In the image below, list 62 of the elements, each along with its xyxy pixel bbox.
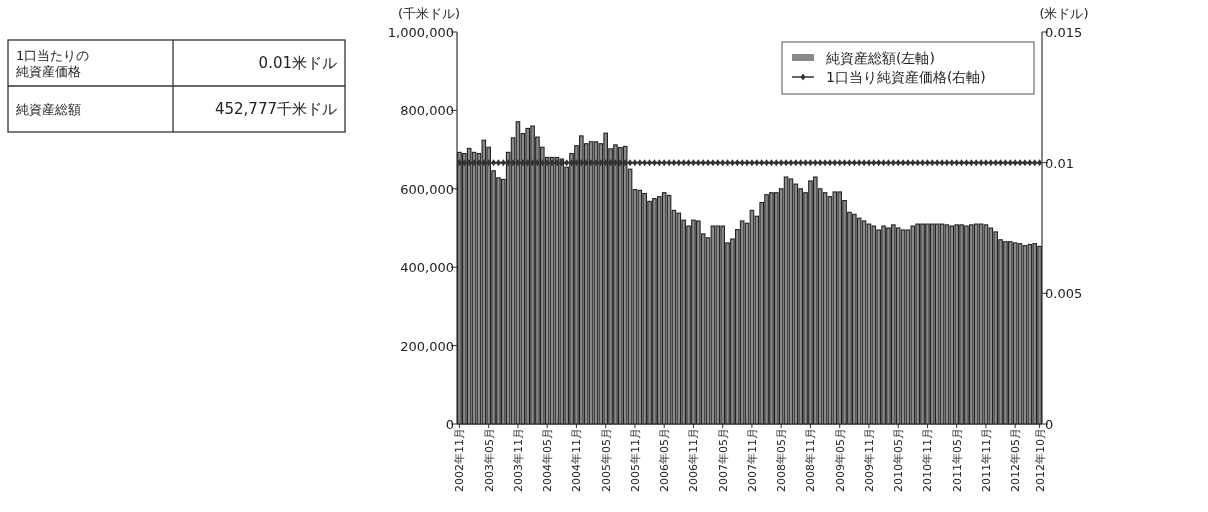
x-tick-label: 2009年11月 (862, 428, 876, 492)
x-tick-label: 2006年05月 (658, 428, 672, 492)
bar (1027, 243, 1033, 425)
bar (637, 189, 643, 425)
bar (471, 151, 477, 425)
x-tick-label: 2003年05月 (482, 428, 496, 492)
y-tick-label: 200,000 (400, 338, 454, 354)
y-tick-label: 1,000,000 (387, 25, 454, 40)
x-tick-label: 2007年05月 (716, 428, 730, 492)
bar (832, 191, 838, 425)
y2-tick-label: 0.01 (1045, 155, 1074, 171)
bar (1012, 242, 1018, 425)
x-tick-label: 2011年11月 (979, 428, 993, 492)
bar (934, 223, 940, 425)
x-tick-label: 2003年11月 (511, 428, 525, 492)
x-tick-label: 2004年11月 (570, 428, 584, 492)
bar (549, 156, 555, 425)
y2-tick-label: 0.005 (1045, 286, 1083, 302)
table: 1口当たりの純資産価格 0.01米ドル 純資産総額 452,777千米ドル (7, 39, 346, 133)
y-tick-label: 800,000 (400, 103, 454, 119)
bar (593, 141, 599, 425)
bar (554, 156, 560, 425)
legend-label: 純資産総額(左軸) (826, 50, 935, 66)
x-tick-label: 2005年05月 (599, 428, 613, 492)
bar (871, 225, 877, 425)
bar (559, 158, 565, 425)
bar (661, 192, 667, 425)
x-tick-label: 2005年11月 (628, 428, 642, 492)
y2-tick-label: 0 (1045, 417, 1054, 432)
y-tick-label: 600,000 (400, 181, 454, 197)
bar (895, 227, 901, 425)
y-tick-label: 400,000 (400, 260, 454, 276)
x-tick-label: 2006年11月 (687, 428, 701, 492)
x-tick-label: 2010年11月 (921, 428, 935, 492)
y-tick-label: 0 (445, 417, 454, 432)
bar (588, 141, 594, 425)
x-tick-label: 2010年05月 (892, 428, 906, 492)
x-tick-label: 2002年11月 (453, 428, 467, 492)
bar (739, 220, 745, 425)
bar (481, 139, 487, 425)
x-tick-label: 2012年05月 (1009, 428, 1023, 492)
bar (949, 225, 955, 425)
x-tick-label: 2007年11月 (745, 428, 759, 492)
x-tick-label: 2008年11月 (804, 428, 818, 492)
x-tick-label: 2011年05月 (950, 428, 964, 492)
x-tick-label: 2009年05月 (833, 428, 847, 492)
bar (910, 225, 916, 425)
bar (988, 227, 994, 425)
x-tick-label: 2012年10月 (1033, 428, 1047, 492)
bar (515, 121, 521, 425)
bar (466, 147, 472, 425)
y-axis-title: (千米ドル) (397, 6, 461, 21)
x-tick-label: 2004年05月 (541, 428, 555, 492)
bar (676, 212, 682, 425)
x-tick-label: 2008年05月 (775, 428, 789, 492)
y2-axis-title: (米ドル) (1039, 6, 1089, 21)
legend-label: 1口当り純資産価格(右軸) (826, 69, 986, 85)
bar (973, 223, 979, 425)
bar (622, 145, 628, 425)
bar (715, 225, 721, 425)
bar (856, 217, 862, 425)
y2-tick-label: 0.015 (1045, 25, 1083, 40)
